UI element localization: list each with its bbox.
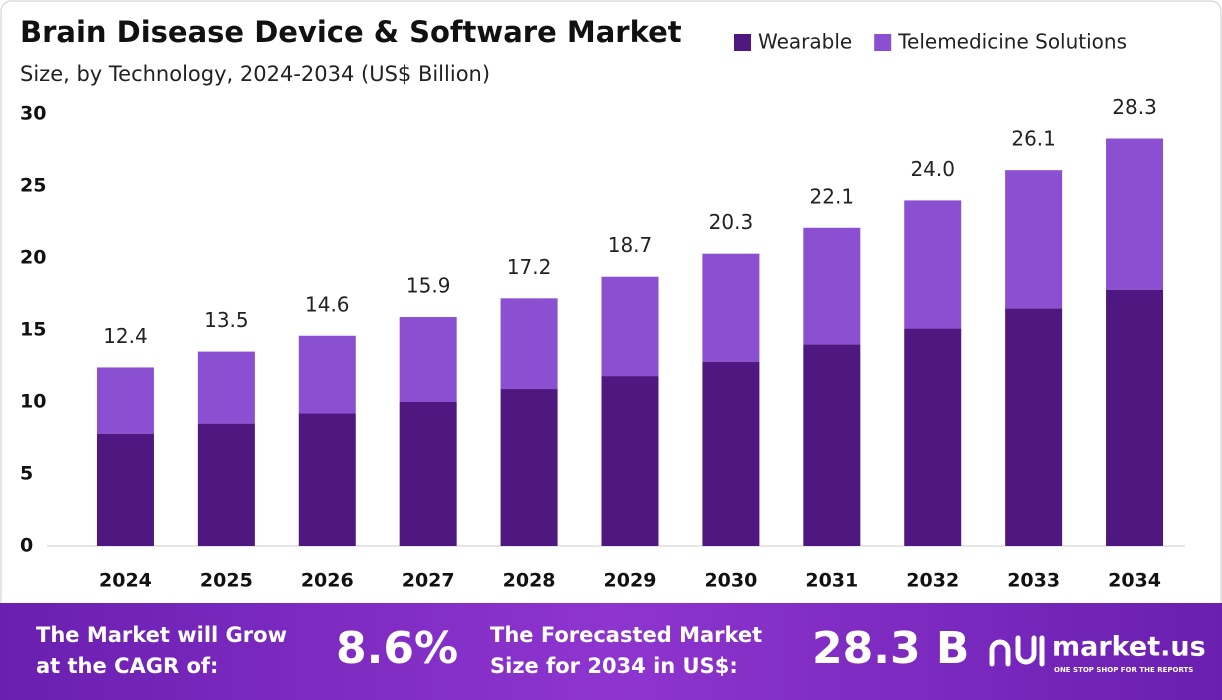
x-tick-label: 2025 [200, 570, 253, 592]
bar-segment [399, 317, 457, 402]
bar-segment [197, 351, 255, 424]
x-tick-label: 2026 [301, 570, 354, 592]
legend-swatch [734, 34, 751, 51]
total-label: 12.4 [103, 324, 148, 348]
total-label: 15.9 [406, 274, 451, 298]
bar-segment [96, 367, 154, 434]
total-label: 14.6 [305, 292, 350, 316]
total-label: 22.1 [810, 184, 855, 208]
bar-segment [702, 253, 760, 362]
total-label: 28.3 [1112, 95, 1157, 119]
bar-segment [601, 376, 659, 546]
x-tick-label: 2031 [805, 570, 858, 592]
total-label: 24.0 [910, 157, 955, 181]
legend-label: Telemedicine Solutions [897, 30, 1127, 54]
total-label: 18.7 [608, 233, 653, 257]
x-tick-label: 2028 [503, 570, 556, 592]
footer-banner [0, 603, 1222, 700]
x-tick-label: 2024 [99, 570, 152, 592]
bar-segment [96, 433, 154, 546]
bar-segment [298, 335, 356, 414]
forecast-text: The Forecasted Market [490, 623, 762, 647]
bar-segment [803, 344, 861, 546]
bar-segment [298, 413, 356, 546]
total-label: 13.5 [204, 308, 249, 332]
total-label: 26.1 [1011, 127, 1056, 151]
bar-segment [601, 276, 659, 377]
x-tick-label: 2029 [604, 570, 657, 592]
x-tick-label: 2033 [1007, 570, 1060, 592]
legend-swatch [874, 34, 892, 51]
bar-segment [399, 402, 457, 546]
x-tick-label: 2027 [402, 570, 455, 592]
y-tick-label: 30 [20, 103, 46, 125]
cagr-text: The Market will Grow [36, 623, 287, 647]
y-tick-label: 20 [20, 247, 46, 269]
x-tick-label: 2034 [1108, 570, 1161, 592]
brand-logo [989, 635, 1045, 667]
y-tick-label: 0 [20, 535, 33, 557]
x-tick-label: 2032 [906, 570, 959, 592]
bar-segment [500, 389, 558, 546]
bar-segment [1005, 170, 1063, 309]
brand-tagline: ONE STOP SHOP FOR THE REPORTS [1054, 666, 1193, 674]
y-tick-label: 5 [20, 463, 33, 485]
chart-subtitle: Size, by Technology, 2024-2034 (US$ Bill… [20, 62, 490, 86]
bar-segment [1005, 308, 1063, 546]
brand: market.us [1052, 632, 1206, 663]
x-tick-label: 2030 [704, 570, 757, 592]
forecast-text: Size for 2034 in US$: [490, 654, 738, 678]
y-tick-label: 10 [20, 391, 46, 413]
cagr-text: at the CAGR of: [36, 654, 218, 678]
y-tick-label: 25 [20, 175, 46, 197]
bar-segment [500, 298, 558, 390]
total-label: 20.3 [709, 210, 754, 234]
bar-segment [1106, 289, 1164, 546]
bar-segment [904, 328, 962, 546]
bar-segment [197, 423, 255, 546]
bar-segment [702, 361, 760, 546]
bar-segment [1106, 138, 1164, 290]
y-tick-label: 15 [20, 319, 46, 341]
bar-segment [904, 200, 962, 329]
forecast-value: 28.3 B [812, 623, 969, 674]
cagr-value: 8.6% [336, 623, 458, 674]
total-label: 17.2 [507, 255, 552, 279]
legend-label: Wearable [758, 30, 852, 54]
chart-title: Brain Disease Device & Software Market [20, 15, 682, 49]
bar-segment [803, 227, 861, 345]
